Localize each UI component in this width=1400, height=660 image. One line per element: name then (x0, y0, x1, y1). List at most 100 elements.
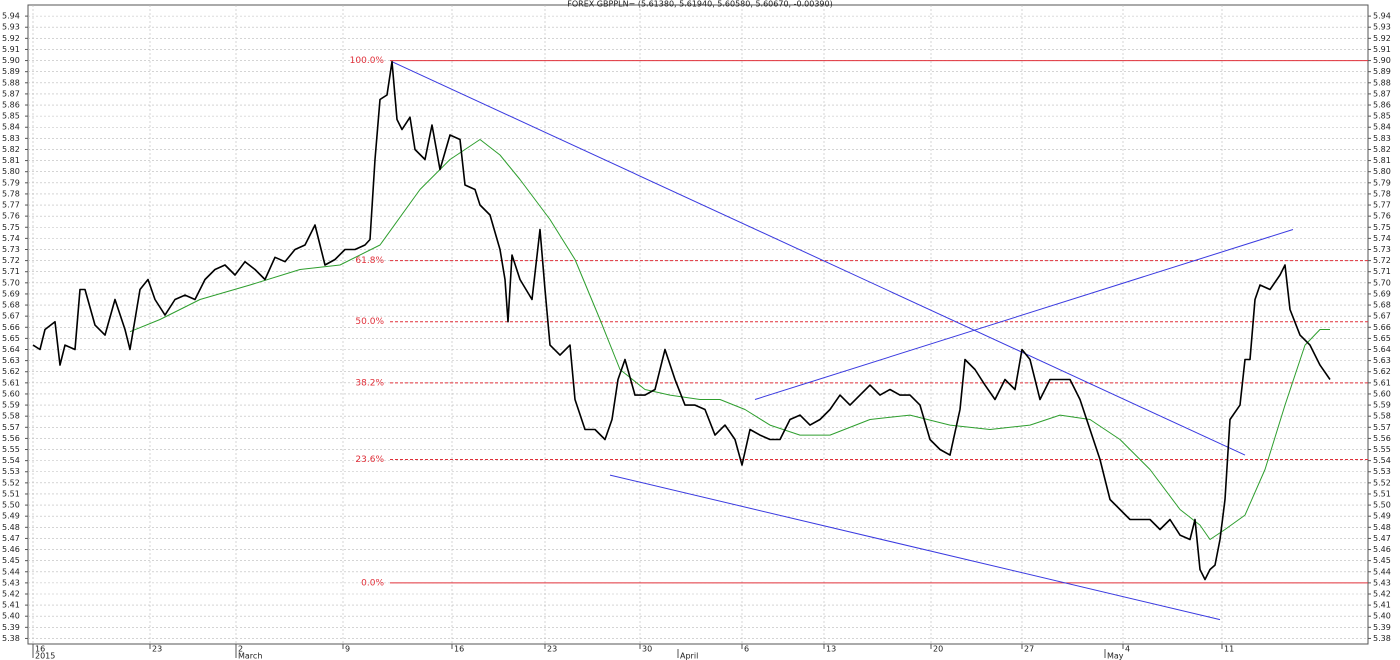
y-tick-label: 5.39 (1373, 623, 1391, 632)
y-tick-label: 5.85 (1373, 112, 1391, 121)
y-tick-label: 5.73 (2, 245, 20, 254)
y-tick-label: 5.87 (2, 89, 20, 98)
x-tick-label: 30 (642, 645, 652, 654)
y-tick-label: 5.93 (2, 23, 20, 32)
chart-title: FOREX GBPPLN= (5.61380, 5.61940, 5.60580… (567, 0, 832, 9)
y-tick-label: 5.78 (1373, 189, 1391, 198)
x-month-label: May (1107, 652, 1124, 660)
y-tick-label: 5.53 (2, 467, 20, 476)
y-tick-label: 5.49 (1373, 512, 1391, 521)
x-tick-label: 13 (826, 645, 836, 654)
y-tick-label: 5.76 (1373, 212, 1391, 221)
y-tick-label: 5.45 (2, 556, 20, 565)
y-tick-label: 5.88 (1373, 78, 1391, 87)
y-tick-label: 5.71 (2, 267, 20, 276)
y-tick-label: 5.63 (1373, 356, 1391, 365)
y-tick-label: 5.60 (1373, 389, 1391, 398)
y-tick-label: 5.43 (1373, 578, 1391, 587)
x-tick-label: 16 (35, 645, 45, 654)
y-tick-label: 5.59 (2, 401, 20, 410)
y-tick-label: 5.47 (2, 534, 20, 543)
y-tick-label: 5.90 (2, 56, 20, 65)
y-tick-label: 5.44 (1373, 567, 1391, 576)
y-tick-label: 5.82 (1373, 145, 1391, 154)
y-tick-label: 5.69 (2, 289, 20, 298)
y-tick-label: 5.49 (2, 512, 20, 521)
y-tick-label: 5.72 (1373, 256, 1391, 265)
y-tick-label: 5.75 (1373, 223, 1391, 232)
y-tick-label: 5.80 (1373, 167, 1391, 176)
y-tick-label: 5.41 (2, 601, 20, 610)
y-tick-label: 5.45 (1373, 556, 1391, 565)
y-tick-label: 5.67 (1373, 312, 1391, 321)
fib-label: 23.6% (355, 455, 384, 465)
y-tick-label: 5.92 (1373, 34, 1391, 43)
y-tick-label: 5.60 (2, 389, 20, 398)
x-month-label: 2015 (35, 652, 55, 660)
y-tick-label: 5.77 (2, 201, 20, 210)
y-tick-label: 5.65 (2, 334, 20, 343)
y-tick-label: 5.79 (2, 178, 20, 187)
y-tick-label: 5.93 (1373, 23, 1391, 32)
y-tick-label: 5.62 (2, 367, 20, 376)
y-tick-label: 5.55 (1373, 445, 1391, 454)
y-tick-label: 5.66 (2, 323, 20, 332)
y-tick-label: 5.92 (2, 34, 20, 43)
y-tick-label: 5.50 (2, 501, 20, 510)
y-tick-label: 5.90 (1373, 56, 1391, 65)
series-line (129, 139, 1330, 540)
y-tick-label: 5.57 (1373, 423, 1391, 432)
x-tick-label: 4 (1125, 645, 1130, 654)
x-tick-label: 27 (1024, 645, 1034, 654)
y-tick-label: 5.44 (2, 567, 20, 576)
y-tick-label: 5.85 (2, 112, 20, 121)
x-tick-label: 2 (238, 645, 243, 654)
y-tick-label: 5.81 (1373, 156, 1391, 165)
y-tick-label: 5.42 (2, 589, 20, 598)
y-tick-label: 5.74 (2, 234, 20, 243)
y-tick-label: 5.50 (1373, 501, 1391, 510)
x-tick-label: 6 (744, 645, 749, 654)
y-tick-label: 5.77 (1373, 201, 1391, 210)
y-tick-label: 5.58 (1373, 412, 1391, 421)
series-line (754, 229, 1294, 400)
y-tick-label: 5.41 (1373, 601, 1391, 610)
y-tick-label: 5.64 (2, 345, 20, 354)
y-tick-label: 5.59 (1373, 401, 1391, 410)
y-tick-label: 5.70 (1373, 278, 1391, 287)
series-line (32, 60, 1331, 581)
y-tick-label: 5.46 (2, 545, 20, 554)
y-tick-label: 5.38 (1373, 634, 1391, 643)
series-line (391, 61, 1246, 456)
y-tick-label: 5.54 (2, 456, 20, 465)
y-tick-label: 5.39 (2, 623, 20, 632)
y-tick-label: 5.61 (2, 378, 20, 387)
y-tick-label: 5.58 (2, 412, 20, 421)
fib-label: 38.2% (355, 378, 384, 388)
x-tick-label: 16 (454, 645, 464, 654)
y-tick-label: 5.57 (2, 423, 20, 432)
x-tick-label: 20 (933, 645, 943, 654)
y-tick-label: 5.76 (2, 212, 20, 221)
y-tick-label: 5.54 (1373, 456, 1391, 465)
y-tick-label: 5.64 (1373, 345, 1391, 354)
y-tick-label: 5.83 (1373, 134, 1391, 143)
y-tick-label: 5.94 (2, 12, 20, 21)
y-tick-label: 5.53 (1373, 467, 1391, 476)
y-tick-label: 5.89 (2, 67, 20, 76)
y-tick-label: 5.79 (1373, 178, 1391, 187)
x-tick-label: 9 (345, 645, 350, 654)
y-tick-label: 5.84 (2, 123, 20, 132)
y-tick-label: 5.68 (1373, 301, 1391, 310)
y-tick-label: 5.69 (1373, 289, 1391, 298)
y-tick-label: 5.75 (2, 223, 20, 232)
x-month-label: April (680, 652, 698, 660)
y-tick-label: 5.73 (1373, 245, 1391, 254)
y-tick-label: 5.86 (2, 101, 20, 110)
y-tick-label: 5.74 (1373, 234, 1391, 243)
y-tick-label: 5.67 (2, 312, 20, 321)
y-tick-label: 5.63 (2, 356, 20, 365)
y-tick-label: 5.43 (2, 578, 20, 587)
y-tick-label: 5.89 (1373, 67, 1391, 76)
